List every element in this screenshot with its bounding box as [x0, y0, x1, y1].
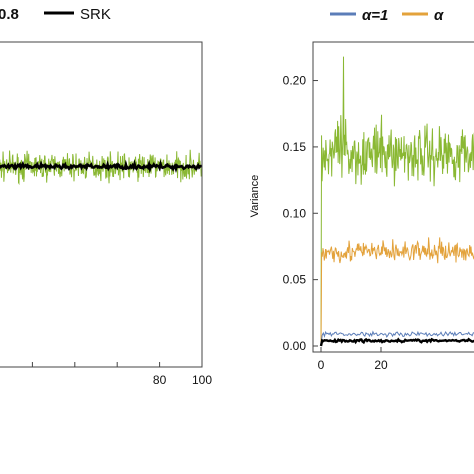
- right-series-line-3: [319, 337, 474, 347]
- right-y-axis-label: Variance: [249, 175, 261, 218]
- right-y-tick-label-0: 0.00: [283, 339, 307, 353]
- legend-label-alpha1: α=1: [362, 7, 388, 24]
- right-series-line-1: [320, 237, 474, 347]
- legend-label-0-8: 0.8: [0, 6, 19, 23]
- right-x-axis: 0 20: [318, 347, 388, 372]
- right-y-tick-label-1: 0.05: [283, 273, 307, 287]
- right-y-axis: 0.00 0.05 0.10 0.15 0.20: [283, 74, 318, 353]
- right-plot-series: [319, 56, 474, 347]
- left-x-axis: 080100: [31, 362, 212, 387]
- right-series-line-2: [320, 330, 474, 347]
- right-series-line-0: [320, 56, 474, 347]
- right-legend: α=1 α: [330, 7, 444, 24]
- legend-label-alpha2: α: [434, 7, 444, 24]
- left-plot-series: [0, 149, 203, 186]
- right-x-tick-label-1: 20: [374, 358, 388, 372]
- right-y-tick-label-3: 0.15: [283, 140, 307, 154]
- left-series-line-1: [0, 159, 203, 174]
- right-panel: α=1 α Variance 0.00 0.05 0.10 0.15 0.20 0 20: [249, 7, 474, 372]
- left-x-tick-label-5: 100: [192, 373, 212, 387]
- right-y-tick-label-4: 0.20: [283, 74, 307, 88]
- left-plot-frame: [0, 41, 203, 368]
- left-panel: 0.8 SRK 080100: [0, 6, 212, 387]
- right-y-tick-label-2: 0.10: [283, 206, 307, 220]
- left-legend: 0.8 SRK: [0, 6, 111, 23]
- legend-label-srk: SRK: [80, 6, 111, 23]
- right-plot-frame: [312, 41, 474, 353]
- left-x-tick-label-4: 80: [153, 373, 167, 387]
- right-x-tick-label-0: 0: [318, 358, 325, 372]
